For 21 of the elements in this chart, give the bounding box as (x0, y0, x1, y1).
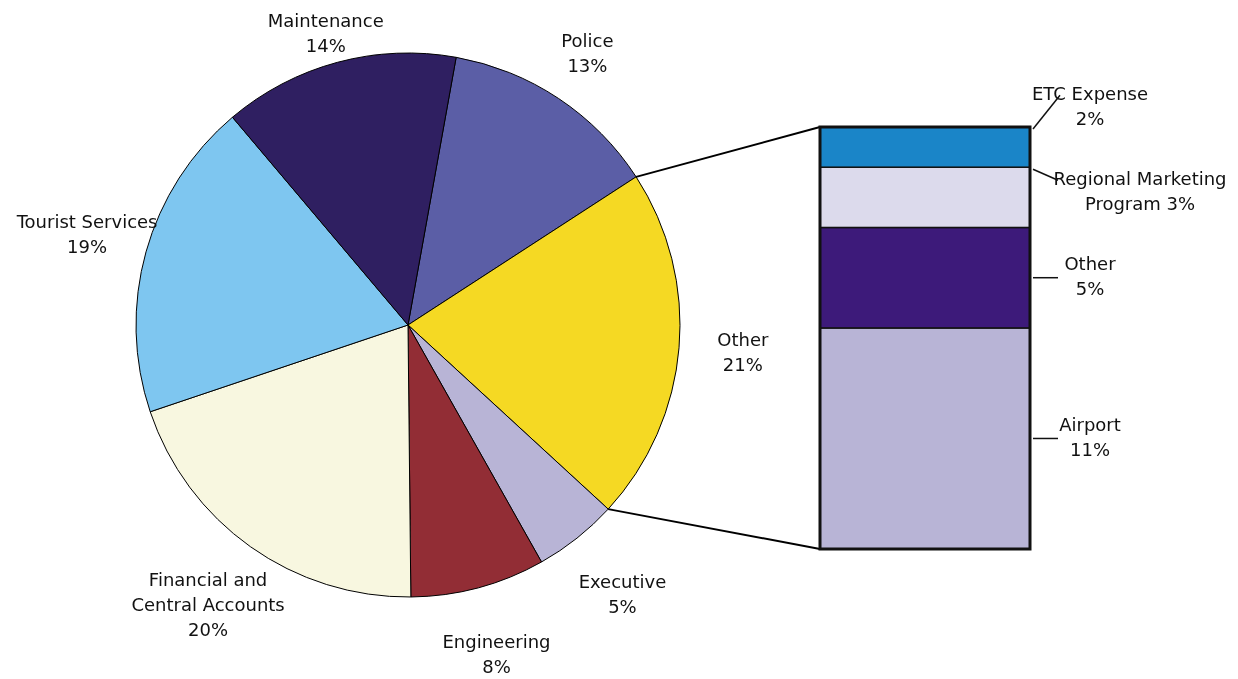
data-label: 11% (1069, 438, 1111, 460)
data-label: 8% (482, 655, 511, 677)
slice-label: Maintenance (267, 10, 384, 31)
slice-label: Executive (578, 571, 667, 593)
data-label: 20% (188, 619, 229, 641)
data-label: 5% (1075, 278, 1105, 300)
data-label: 19% (67, 235, 108, 257)
data-label: 21% (722, 353, 763, 375)
series-label: Other (1064, 253, 1117, 275)
data-label: 14% (305, 35, 346, 56)
text: Regional Marketing Program 3% (1053, 168, 1227, 215)
slice-label: Other (717, 328, 769, 350)
data-label: 5% (608, 596, 637, 618)
slice-label: Tourist Services (15, 210, 158, 232)
data-label: 13% (567, 55, 608, 77)
slice-label: Police (561, 30, 614, 52)
slice-label: Engineering (442, 630, 551, 652)
series-label: ETC Expense (1032, 83, 1148, 105)
series-label: Airport (1059, 413, 1121, 435)
slice-label: Financial and Central Accounts (131, 569, 285, 616)
data-label: 2% (1075, 108, 1105, 130)
